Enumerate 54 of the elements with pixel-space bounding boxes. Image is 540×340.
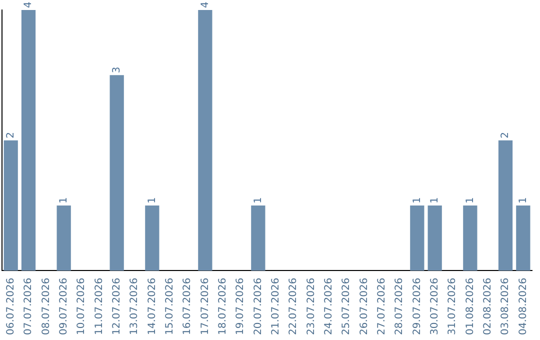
x-tick-label: 02.08.2026	[482, 278, 494, 336]
x-tick-label: 04.08.2026	[518, 278, 529, 336]
x-tick-label: 19.07.2026	[235, 278, 246, 336]
x-tick-label: 31.07.2026	[447, 278, 458, 336]
x-tick-label: 11.07.2026	[94, 278, 105, 336]
data-label: 3	[111, 66, 122, 74]
bar	[56, 206, 71, 271]
bar	[410, 206, 424, 271]
bar	[4, 140, 18, 271]
data-label: 1	[429, 197, 440, 204]
bar	[251, 206, 266, 271]
data-label: 2	[5, 132, 16, 138]
x-tick-label: 01.08.2026	[464, 278, 476, 336]
data-label: 4	[23, 2, 34, 8]
data-label: 1	[412, 197, 423, 204]
bar	[110, 75, 124, 271]
x-tick-label: 10.07.2026	[76, 278, 88, 336]
data-label: 1	[252, 197, 264, 204]
x-tick-label: 30.07.2026	[429, 278, 440, 336]
data-label: 1	[464, 197, 476, 204]
x-tick-label: 12.07.2026	[111, 278, 122, 336]
x-tick-label: 06.07.2026	[5, 278, 16, 336]
bar	[198, 10, 212, 271]
bar	[145, 206, 160, 271]
x-tick-label: 18.07.2026	[217, 278, 228, 336]
x-tick-label: 20.07.2026	[252, 278, 264, 336]
x-tick-label: 07.07.2026	[23, 278, 34, 336]
bar	[463, 206, 478, 271]
x-tick-label: 17.07.2026	[200, 278, 211, 336]
x-tick-label: 23.07.2026	[306, 278, 317, 336]
x-tick-label: 28.07.2026	[394, 278, 406, 336]
bar	[516, 206, 530, 271]
bar	[428, 206, 442, 271]
x-tick-label: 14.07.2026	[146, 278, 158, 336]
x-tick-label: 15.07.2026	[164, 278, 176, 336]
x-tick-label: 09.07.2026	[58, 278, 70, 336]
data-label: 1	[146, 197, 158, 204]
x-tick-label: 16.07.2026	[182, 278, 194, 336]
data-label: 2	[500, 132, 512, 138]
data-label: 1	[58, 197, 70, 204]
bar	[498, 140, 513, 271]
x-tick-label: 27.07.2026	[376, 278, 388, 336]
x-tick-label: 13.07.2026	[129, 278, 140, 336]
data-label: 1	[518, 197, 529, 204]
x-tick-label: 22.07.2026	[288, 278, 300, 336]
x-tick-label: 24.07.2026	[323, 278, 334, 336]
x-tick-label: 25.07.2026	[341, 278, 352, 336]
data-label: 4	[200, 2, 211, 8]
x-tick-label: 26.07.2026	[358, 278, 370, 336]
x-tick-label: 03.08.2026	[500, 278, 512, 336]
x-tick-label: 21.07.2026	[270, 278, 282, 336]
x-tick-label: 29.07.2026	[412, 278, 423, 336]
bar	[21, 10, 36, 271]
x-tick-label: 08.07.2026	[40, 278, 52, 336]
